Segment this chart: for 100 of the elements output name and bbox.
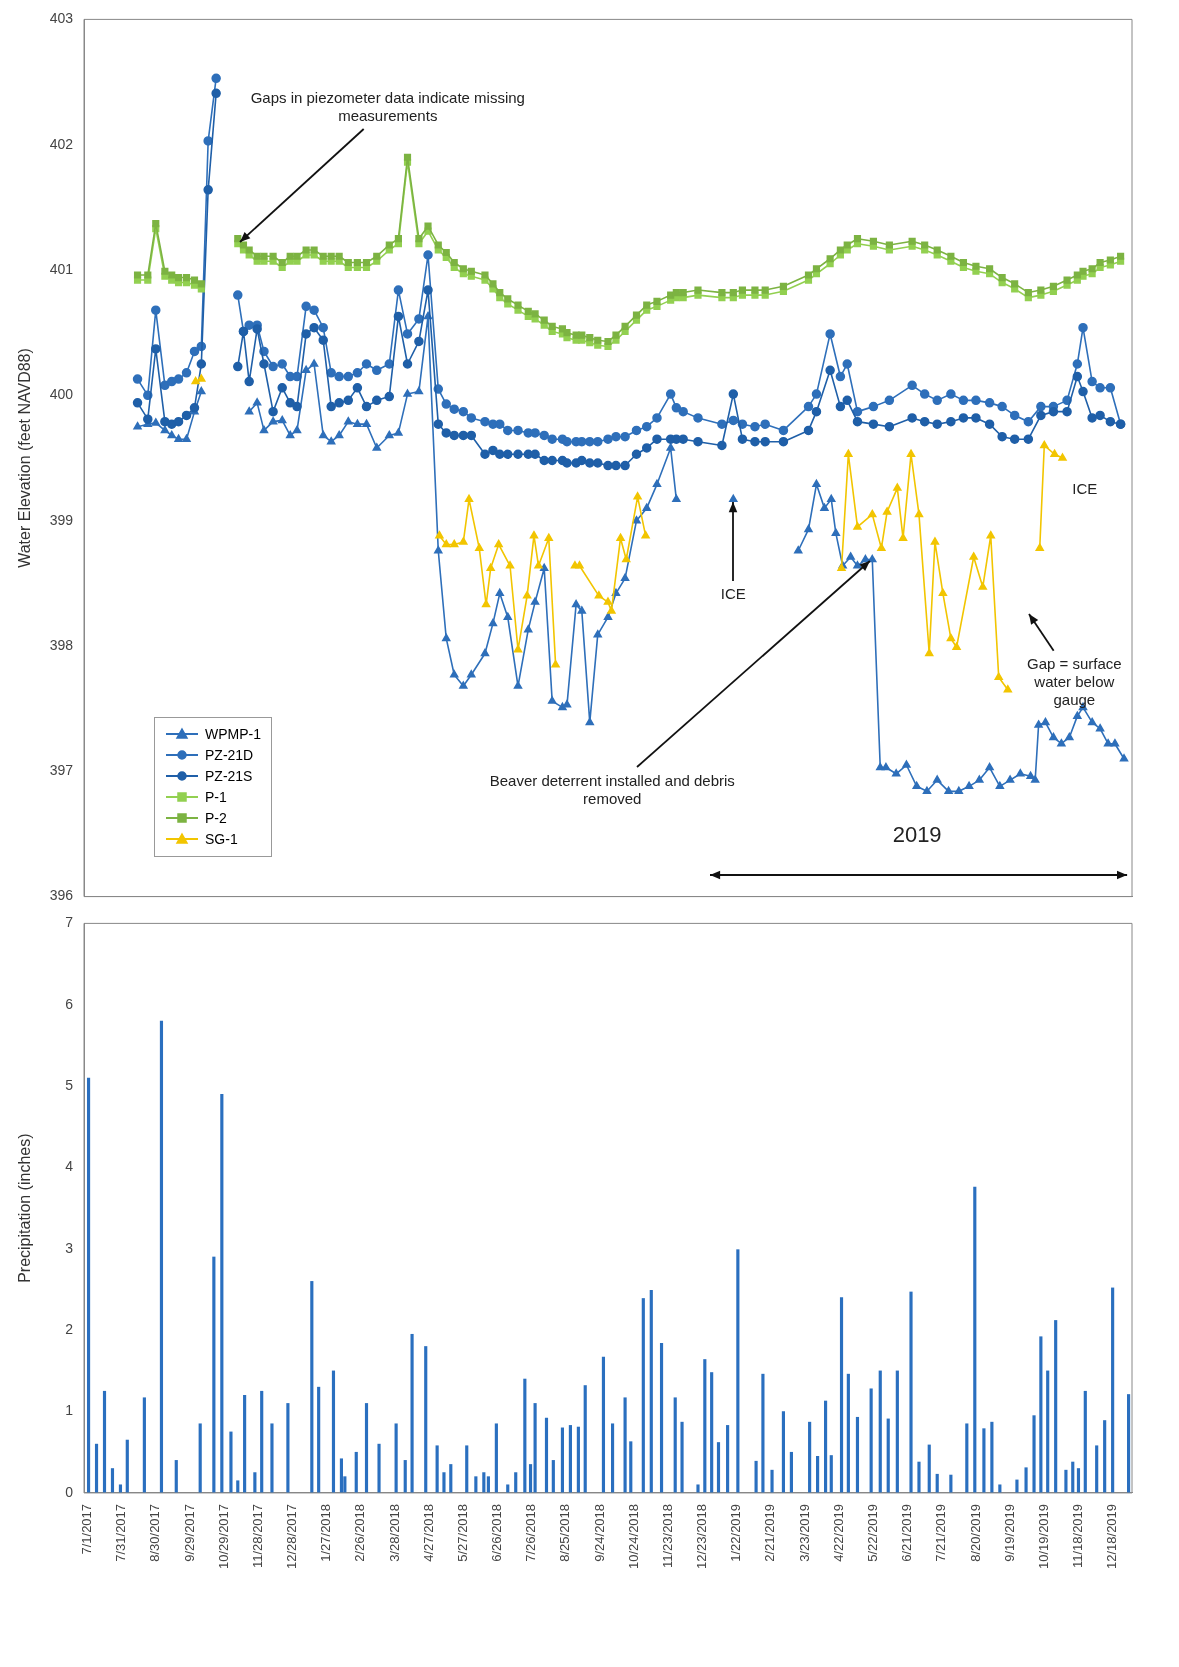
- point: [633, 492, 642, 500]
- annotation: 2019: [892, 822, 942, 849]
- x-tick-label: 7/21/2019: [933, 1503, 949, 1562]
- point: [994, 672, 1003, 681]
- bar: [286, 1403, 290, 1493]
- bar: [965, 1423, 969, 1493]
- point: [191, 376, 200, 385]
- bar: [435, 1445, 439, 1493]
- point: [906, 449, 916, 457]
- bar: [449, 1464, 453, 1493]
- x-tick-label: 11/28/2017: [249, 1503, 265, 1569]
- bar: [973, 1186, 977, 1493]
- bar: [354, 1451, 358, 1493]
- bar: [754, 1460, 758, 1493]
- bar: [253, 1472, 257, 1493]
- x-tick-label: 12/23/2018: [694, 1503, 710, 1570]
- bar: [990, 1421, 994, 1493]
- x-tick-label: 7/1/2017: [79, 1503, 94, 1555]
- point: [898, 533, 908, 541]
- x-tick-label: 6/26/2018: [489, 1503, 505, 1562]
- bar: [1046, 1370, 1050, 1493]
- y-tick-label: 5: [65, 1076, 74, 1093]
- point: [641, 530, 650, 539]
- bar: [610, 1423, 615, 1493]
- bar: [125, 1439, 129, 1493]
- bar: [601, 1356, 606, 1493]
- point: [893, 483, 902, 491]
- bar: [568, 1425, 572, 1493]
- x-tick-label: 9/29/2017: [181, 1503, 197, 1562]
- bar: [1071, 1461, 1075, 1493]
- annotation: Gaps in piezometer data indicate missing measurements: [249, 88, 526, 125]
- bar: [1103, 1420, 1107, 1493]
- y-tick-label: 399: [49, 511, 74, 528]
- bar: [829, 1455, 833, 1493]
- y-tick-label: 396: [49, 887, 74, 904]
- y-tick-label: 401: [49, 260, 74, 277]
- bar: [465, 1445, 469, 1493]
- point: [603, 597, 613, 605]
- bar: [823, 1400, 828, 1493]
- point: [551, 660, 560, 668]
- x-tick-label: 5/22/2019: [865, 1503, 880, 1562]
- bar: [310, 1281, 314, 1493]
- point: [494, 539, 503, 548]
- bar: [1111, 1287, 1115, 1493]
- point: [1003, 685, 1013, 693]
- y-tick-label: 3: [65, 1239, 74, 1256]
- point: [930, 537, 940, 545]
- y-tick-label: 402: [49, 135, 74, 152]
- bar: [761, 1373, 765, 1493]
- bar: [394, 1423, 398, 1493]
- bar: [696, 1484, 700, 1493]
- bar: [270, 1423, 274, 1493]
- y-tick-label: 7: [65, 914, 74, 931]
- bar: [623, 1397, 627, 1493]
- bar: [142, 1397, 146, 1493]
- point: [952, 642, 961, 650]
- point: [925, 648, 934, 657]
- bar: [159, 1020, 164, 1493]
- point: [450, 539, 459, 548]
- bar: [641, 1298, 645, 1493]
- bar: [1024, 1467, 1028, 1493]
- point: [529, 530, 539, 539]
- x-tick-label: 4/27/2018: [420, 1503, 436, 1562]
- point: [1040, 440, 1049, 449]
- point: [1058, 453, 1067, 461]
- annotation: ICE: [1072, 479, 1098, 498]
- bar: [781, 1411, 786, 1493]
- x-tick-label: 4/22/2019: [830, 1503, 846, 1562]
- bar: [917, 1461, 921, 1493]
- x-tick-label: 12/28/2017: [284, 1503, 300, 1570]
- x-tick-label: 11/23/2018: [659, 1503, 675, 1569]
- x-tick-label: 11/18/2019: [1070, 1503, 1086, 1569]
- bar: [659, 1342, 664, 1493]
- bar: [1127, 1394, 1131, 1493]
- bar: [583, 1385, 587, 1493]
- legend-label: SG-1: [205, 831, 238, 848]
- point: [197, 374, 206, 382]
- bar: [789, 1451, 793, 1493]
- bar: [174, 1460, 178, 1493]
- bar: [716, 1442, 721, 1493]
- bar: [551, 1460, 555, 1493]
- bar: [260, 1390, 264, 1493]
- bar: [770, 1469, 774, 1493]
- bar: [533, 1403, 537, 1493]
- point: [882, 507, 892, 515]
- bar: [243, 1394, 247, 1493]
- bar: [403, 1460, 407, 1493]
- point: [442, 539, 451, 548]
- x-tick-label: 3/23/2019: [796, 1503, 812, 1562]
- point: [946, 633, 956, 642]
- bar: [442, 1472, 446, 1493]
- legend-label: PZ-21S: [205, 768, 253, 785]
- bar: [364, 1403, 369, 1493]
- bar: [377, 1443, 381, 1493]
- point: [534, 561, 543, 569]
- bar: [629, 1441, 633, 1493]
- bar: [339, 1458, 344, 1493]
- bar: [424, 1346, 428, 1493]
- y-tick-label: 0: [65, 1483, 74, 1500]
- x-tick-label: 12/18/2019: [1104, 1503, 1120, 1570]
